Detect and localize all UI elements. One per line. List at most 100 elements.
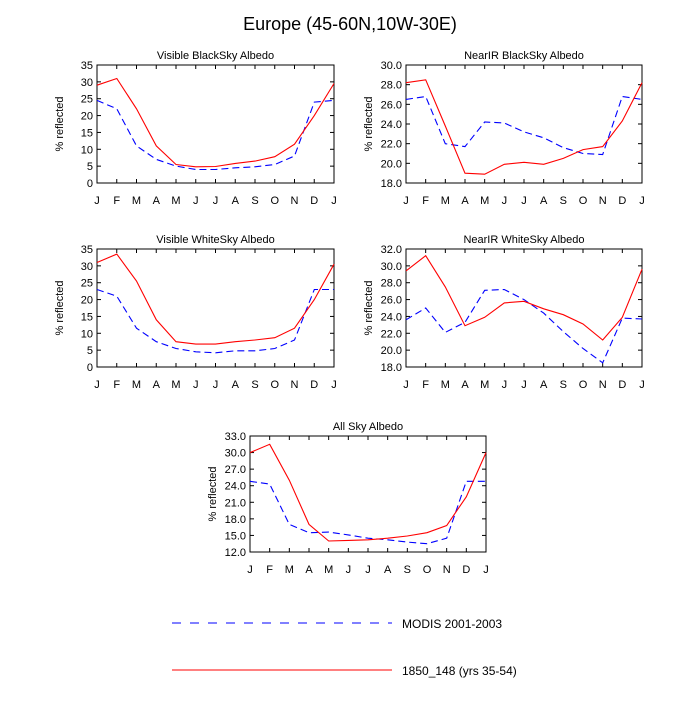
x-tick-label: J	[94, 379, 100, 391]
x-tick-label: D	[310, 379, 318, 391]
y-tick-label: 12.0	[225, 547, 246, 559]
y-tick-label: 27.0	[225, 464, 246, 476]
panel-title: NearIR WhiteSky Albedo	[463, 234, 584, 246]
y-tick-label: 0	[87, 362, 93, 374]
panel-title: Visible WhiteSky Albedo	[156, 234, 274, 246]
x-tick-label: F	[266, 564, 273, 576]
x-tick-label: F	[113, 195, 120, 207]
x-tick-label: J	[346, 564, 352, 576]
x-tick-label: J	[483, 564, 489, 576]
x-tick-label: D	[310, 195, 318, 207]
x-tick-label: A	[232, 379, 240, 391]
y-tick-label: 10	[81, 144, 93, 156]
y-tick-label: 0	[87, 178, 93, 190]
x-tick-label: D	[618, 195, 626, 207]
x-tick-label: A	[153, 379, 161, 391]
panel-5: All Sky Albedo 12.0 15.0 18.0 21.0 24.0 27.0 30…	[207, 421, 489, 576]
x-tick-label: A	[461, 379, 469, 391]
x-tick-label: J	[94, 195, 100, 207]
y-tick-label: 20.0	[381, 345, 402, 357]
x-tick-label: J	[247, 564, 253, 576]
series-line-model	[96, 253, 335, 345]
plot-frame	[96, 248, 335, 368]
y-tick-label: 18.0	[381, 178, 402, 190]
y-tick-label: 20	[81, 111, 93, 123]
legend-label: 1850_148 (yrs 35-54)	[402, 664, 517, 678]
x-tick-label: M	[132, 379, 141, 391]
series-line-modis	[249, 480, 486, 545]
x-tick-label: A	[540, 195, 548, 207]
y-tick-label: 28.0	[381, 80, 402, 92]
x-tick-label: M	[480, 379, 489, 391]
panel-title: NearIR BlackSky Albedo	[464, 50, 584, 62]
x-tick-label: O	[270, 379, 279, 391]
y-tick-label: 20	[81, 295, 93, 307]
series-line-modis	[96, 288, 334, 354]
x-tick-label: J	[213, 379, 219, 391]
x-tick-label: F	[113, 379, 120, 391]
y-tick-label: 15.0	[225, 530, 246, 542]
y-axis-label: % reflected	[54, 96, 66, 151]
x-tick-label: A	[232, 195, 240, 207]
x-tick-label: J	[639, 379, 645, 391]
x-tick-label: M	[285, 564, 294, 576]
x-tick-label: M	[441, 195, 450, 207]
x-tick-label: A	[540, 379, 548, 391]
y-tick-label: 33.0	[225, 431, 246, 443]
x-tick-label: D	[618, 379, 626, 391]
series-line-model	[405, 79, 643, 175]
y-tick-label: 15	[81, 311, 93, 323]
y-tick-label: 20.0	[381, 158, 402, 170]
panel-title: All Sky Albedo	[333, 421, 403, 433]
y-tick-label: 25	[81, 278, 93, 290]
x-tick-label: A	[384, 564, 392, 576]
y-tick-label: 24.0	[381, 311, 402, 323]
x-tick-label: N	[291, 379, 299, 391]
x-tick-label: M	[132, 195, 141, 207]
series-line-model	[405, 254, 643, 341]
y-tick-label: 30	[81, 261, 93, 273]
panel-title: Visible BlackSky Albedo	[157, 50, 274, 62]
x-tick-label: F	[422, 379, 429, 391]
series-line-model	[249, 443, 487, 542]
x-tick-label: J	[521, 379, 527, 391]
y-tick-label: 35	[81, 244, 93, 256]
y-tick-label: 30.0	[381, 261, 402, 273]
panel-3: Visible WhiteSky Albedo 0 5 10 15 20 25 30 35 J F M…	[54, 234, 337, 391]
y-tick-label: 21.0	[225, 497, 246, 509]
x-tick-label: S	[404, 564, 411, 576]
x-tick-label: A	[461, 195, 469, 207]
plot-frame	[96, 64, 335, 184]
y-tick-label: 26.0	[381, 295, 402, 307]
x-tick-label: A	[153, 195, 161, 207]
x-tick-label: J	[331, 195, 337, 207]
y-tick-label: 18.0	[381, 362, 402, 374]
series-line-modis	[96, 99, 335, 171]
x-tick-label: N	[599, 195, 607, 207]
x-tick-label: J	[331, 379, 337, 391]
x-tick-label: J	[403, 195, 409, 207]
series-line-modis	[405, 95, 643, 156]
x-tick-label: N	[291, 195, 299, 207]
y-tick-label: 30.0	[225, 448, 246, 460]
series-line-model	[96, 77, 335, 168]
x-tick-label: S	[560, 379, 567, 391]
y-tick-label: 5	[87, 345, 93, 357]
y-tick-label: 10	[81, 328, 93, 340]
x-tick-label: M	[480, 195, 489, 207]
x-tick-label: S	[560, 195, 567, 207]
x-tick-label: S	[251, 379, 258, 391]
x-tick-label: J	[502, 379, 508, 391]
y-tick-label: 28.0	[381, 278, 402, 290]
x-tick-label: J	[502, 195, 508, 207]
y-tick-label: 15	[81, 127, 93, 139]
x-tick-label: A	[305, 564, 313, 576]
plot-frame	[405, 248, 643, 368]
x-tick-label: O	[423, 564, 432, 576]
y-tick-label: 24.0	[225, 481, 246, 493]
x-tick-label: J	[193, 379, 199, 391]
